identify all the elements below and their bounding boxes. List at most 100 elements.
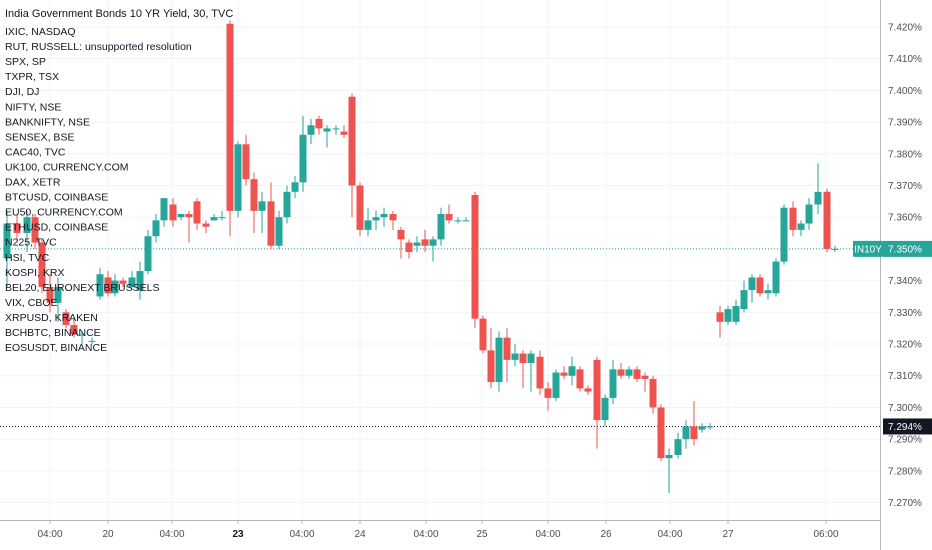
legend-entry[interactable]: N225, TVC — [5, 237, 57, 249]
candle-body — [372, 217, 380, 221]
candle-body — [364, 220, 372, 230]
legend-entry[interactable]: BEL20, EURONEXT BRUSSELS — [5, 282, 159, 294]
legend-entry[interactable]: HSI, TVC — [5, 252, 50, 264]
candle — [3, 210, 11, 287]
y-tick-label: 7.360% — [888, 213, 922, 224]
candle-body — [152, 220, 160, 237]
candle-body — [503, 337, 511, 360]
candle — [405, 239, 413, 259]
candle — [258, 191, 266, 234]
price-tag-bg — [883, 240, 932, 257]
candle-body — [609, 369, 617, 398]
candle-body — [405, 242, 413, 253]
legend-entry[interactable]: RUT, RUSSELL: unsupported resolution — [5, 41, 192, 53]
candle-body — [267, 201, 275, 246]
candle-body — [242, 144, 250, 180]
candle-body — [724, 309, 732, 322]
legend-entry[interactable]: UK100, CURRENCY.COM — [5, 161, 129, 173]
candle — [649, 375, 657, 414]
legend-entry[interactable]: DAX, XETR — [5, 177, 61, 189]
candle-body — [454, 220, 462, 222]
legend-entry[interactable]: TXPR, TSX — [5, 71, 59, 83]
legend-entry[interactable]: BCHBTC, BINANCE — [5, 327, 101, 339]
candle — [234, 141, 242, 218]
candle — [169, 198, 177, 227]
candle-body — [716, 312, 724, 322]
candle — [13, 214, 21, 243]
legend-entry[interactable]: DJI, DJ — [5, 86, 39, 98]
x-tick-label: 04:00 — [657, 529, 682, 540]
legend: India Government Bonds 10 YR Yield, 30, … — [5, 8, 233, 354]
candle-body — [323, 128, 331, 132]
legend-entry[interactable]: XRPUSD, KRAKEN — [5, 312, 98, 324]
candles — [3, 20, 839, 494]
candle — [756, 274, 764, 297]
legend-entry[interactable]: ETHUSD, COINBASE — [5, 222, 108, 234]
candle-body — [536, 356, 544, 389]
candle — [797, 220, 805, 237]
current-price-label: 7.350% — [888, 244, 922, 255]
x-tick-label: 24 — [354, 529, 366, 540]
candle — [674, 432, 682, 459]
candle — [536, 350, 544, 395]
y-tick-label: 7.280% — [888, 466, 922, 477]
candle-body — [283, 191, 291, 218]
candle-body — [332, 128, 340, 130]
candle — [487, 328, 495, 389]
legend-entry[interactable]: SENSEX, BSE — [5, 131, 74, 143]
candle-body — [698, 426, 706, 430]
candle-body — [544, 388, 552, 398]
candle — [291, 175, 299, 199]
candle-body — [210, 217, 218, 221]
candle-body — [764, 290, 772, 294]
candle-body — [593, 359, 601, 421]
y-tick-label: 7.300% — [888, 403, 922, 414]
x-tick-label: 25 — [476, 529, 488, 540]
candle — [495, 331, 503, 392]
legend-entry[interactable]: KOSPI, KRX — [5, 267, 65, 279]
candle-body — [389, 214, 397, 221]
candle — [764, 283, 772, 300]
legend-entry[interactable]: CAC40, TVC — [5, 146, 66, 158]
y-tick-label: 7.380% — [888, 149, 922, 160]
legend-entry[interactable]: EU50, CURRENCY.COM — [5, 207, 123, 219]
candle-body — [823, 191, 831, 249]
candle-body — [202, 223, 210, 227]
legend-entry[interactable]: NIFTY, NSE — [5, 101, 61, 113]
candle — [144, 229, 152, 275]
x-tick-label: 26 — [600, 529, 612, 540]
candle — [665, 448, 673, 494]
candle — [128, 271, 136, 291]
candle-body — [413, 242, 421, 246]
candle — [601, 394, 609, 427]
candle-body — [3, 223, 11, 259]
legend-entry[interactable]: SPX, SP — [5, 56, 46, 68]
candle — [593, 356, 601, 449]
candle-body — [13, 223, 21, 234]
candle — [202, 220, 210, 234]
x-tick-label: 04:00 — [159, 529, 184, 540]
legend-entry[interactable]: IXIC, NASDAQ — [5, 26, 76, 38]
candle-body — [421, 239, 429, 246]
x-tick-label: 04:00 — [37, 529, 62, 540]
candle — [372, 210, 380, 230]
candle-body — [234, 144, 242, 211]
candle — [275, 210, 283, 249]
legend-entry[interactable]: BTCUSD, COINBASE — [5, 192, 108, 204]
candle — [445, 204, 453, 224]
candle-body — [487, 350, 495, 383]
candle-body — [789, 207, 797, 230]
candle — [527, 350, 535, 392]
candle-body — [601, 397, 609, 421]
legend-entry[interactable]: EOSUSDT, BINANCE — [5, 342, 107, 354]
candle-body — [429, 239, 437, 246]
x-tick-label: 27 — [722, 529, 734, 540]
candle — [315, 115, 323, 135]
legend-entry[interactable]: BANKNIFTY, NSE — [5, 116, 90, 128]
candle — [267, 182, 275, 249]
candle — [177, 214, 185, 221]
candle-body — [437, 214, 445, 240]
legend-entry[interactable]: VIX, CBOE — [5, 297, 58, 309]
symbol-tag-label: IN10Y — [854, 244, 882, 255]
